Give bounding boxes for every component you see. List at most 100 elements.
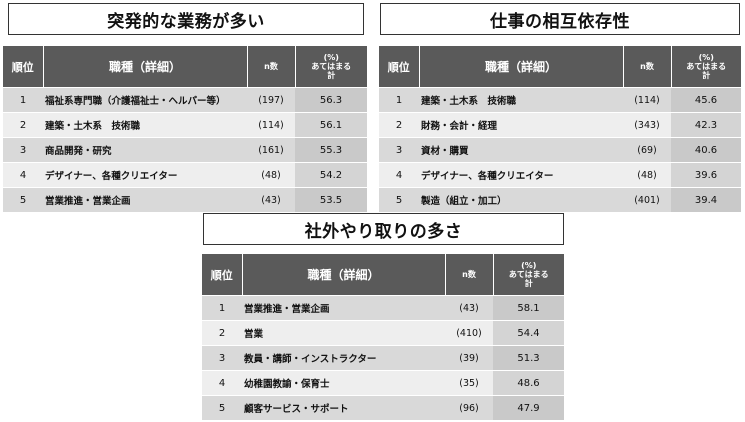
table-row: 3 資材・購買 (69) 40.6	[379, 137, 741, 163]
job-cell: 商品開発・研究	[43, 137, 247, 163]
rank-cell: 4	[202, 370, 242, 396]
rank-cell: 3	[379, 137, 419, 163]
header-pct-total: 計	[327, 71, 336, 80]
pct-cell: 39.4	[671, 187, 741, 213]
n-cell: (43)	[247, 187, 295, 213]
rank-cell: 1	[202, 295, 242, 321]
n-cell: (343)	[623, 112, 671, 138]
job-cell: 財務・会計・経理	[419, 112, 623, 138]
table-row: 3 商品開発・研究 (161) 55.3	[3, 137, 367, 163]
header-n: n数	[445, 254, 494, 296]
job-cell: 営業推進・営業企画	[242, 295, 445, 321]
rank-cell: 3	[202, 345, 242, 371]
pct-cell: 56.1	[295, 112, 367, 138]
header-pct-unit: (%)	[521, 261, 537, 270]
header-pct-label: あてはまる	[686, 62, 727, 71]
header-rank: 順位	[379, 46, 420, 88]
pct-cell: 55.3	[295, 137, 367, 163]
header-job: 職種（詳細）	[242, 254, 446, 296]
n-cell: (35)	[445, 370, 493, 396]
job-cell: 顧客サービス・サポート	[242, 395, 445, 421]
table-row: 3 教員・講師・インストラクター (39) 51.3	[202, 345, 564, 371]
n-cell: (48)	[247, 162, 295, 188]
rank-cell: 5	[379, 187, 419, 213]
rank-cell: 2	[202, 320, 242, 346]
header-pct-unit: (%)	[698, 53, 714, 62]
n-cell: (161)	[247, 137, 295, 163]
n-cell: (410)	[445, 320, 493, 346]
table-row: 4 デザイナー、各種クリエイター (48) 54.2	[3, 162, 367, 188]
job-cell: 営業推進・営業企画	[43, 187, 247, 213]
header-job: 職種（詳細）	[419, 46, 624, 88]
pct-cell: 40.6	[671, 137, 741, 163]
rank-cell: 5	[3, 187, 43, 213]
header-pct: (%) あてはまる 計	[671, 46, 741, 88]
n-cell: (401)	[623, 187, 671, 213]
rank-cell: 3	[3, 137, 43, 163]
table-row: 4 幼稚園教諭・保育士 (35) 48.6	[202, 370, 564, 396]
table-row: 4 デザイナー、各種クリエイター (48) 39.6	[379, 162, 741, 188]
table-row: 1 福祉系専門職（介護福祉士・ヘルパー等） (197) 56.3	[3, 87, 367, 113]
table-row: 2 財務・会計・経理 (343) 42.3	[379, 112, 741, 138]
job-cell: 福祉系専門職（介護福祉士・ヘルパー等）	[43, 87, 247, 113]
pct-cell: 51.3	[493, 345, 564, 371]
pct-cell: 54.2	[295, 162, 367, 188]
header-rank: 順位	[3, 46, 44, 88]
pct-cell: 47.9	[493, 395, 564, 421]
rank-cell: 4	[3, 162, 43, 188]
table-row: 5 顧客サービス・サポート (96) 47.9	[202, 395, 564, 421]
job-cell: 建築・土木系 技術職	[43, 112, 247, 138]
pct-cell: 53.5	[295, 187, 367, 213]
table-header-row: 順位 職種（詳細） n数 (%) あてはまる 計	[202, 254, 564, 296]
pct-cell: 39.6	[671, 162, 741, 188]
header-pct-total: 計	[524, 279, 533, 288]
pct-cell: 54.4	[493, 320, 564, 346]
job-cell: 営業	[242, 320, 445, 346]
header-pct: (%) あてはまる 計	[295, 46, 367, 88]
n-cell: (48)	[623, 162, 671, 188]
job-cell: 建築・土木系 技術職	[419, 87, 623, 113]
job-cell: 幼稚園教諭・保育士	[242, 370, 445, 396]
header-pct: (%) あてはまる 計	[493, 254, 564, 296]
header-job: 職種（詳細）	[43, 46, 248, 88]
pct-cell: 56.3	[295, 87, 367, 113]
header-n: n数	[623, 46, 672, 88]
rank-cell: 5	[202, 395, 242, 421]
rank-cell: 4	[379, 162, 419, 188]
pct-cell: 42.3	[671, 112, 741, 138]
job-cell: デザイナー、各種クリエイター	[419, 162, 623, 188]
n-cell: (197)	[247, 87, 295, 113]
table-row: 5 製造（組立・加工） (401) 39.4	[379, 187, 741, 213]
header-pct-total: 計	[702, 71, 711, 80]
table-row: 5 営業推進・営業企画 (43) 53.5	[3, 187, 367, 213]
pct-cell: 48.6	[493, 370, 564, 396]
panel-title: 社外やり取りの多さ	[203, 213, 564, 245]
job-cell: デザイナー、各種クリエイター	[43, 162, 247, 188]
job-cell: 資材・購買	[419, 137, 623, 163]
pct-cell: 45.6	[671, 87, 741, 113]
panel-title: 仕事の相互依存性	[380, 3, 740, 35]
header-pct-label: あてはまる	[508, 270, 549, 279]
table-row: 2 建築・土木系 技術職 (114) 56.1	[3, 112, 367, 138]
ranking-table: 順位 職種（詳細） n数 (%) あてはまる 計 1 建築・土木系 技術職 (1…	[379, 46, 741, 213]
table-row: 1 建築・土木系 技術職 (114) 45.6	[379, 87, 741, 113]
header-pct-label: あてはまる	[311, 62, 352, 71]
n-cell: (96)	[445, 395, 493, 421]
job-cell: 製造（組立・加工）	[419, 187, 623, 213]
header-rank: 順位	[202, 254, 243, 296]
table-row: 1 営業推進・営業企画 (43) 58.1	[202, 295, 564, 321]
n-cell: (114)	[623, 87, 671, 113]
ranking-table: 順位 職種（詳細） n数 (%) あてはまる 計 1 福祉系専門職（介護福祉士・…	[3, 46, 367, 213]
table-header-row: 順位 職種（詳細） n数 (%) あてはまる 計	[3, 46, 367, 88]
rank-cell: 1	[379, 87, 419, 113]
panel-title: 突発的な業務が多い	[8, 3, 364, 35]
table-header-row: 順位 職種（詳細） n数 (%) あてはまる 計	[379, 46, 741, 88]
n-cell: (39)	[445, 345, 493, 371]
header-pct-unit: (%)	[323, 53, 339, 62]
rank-cell: 2	[379, 112, 419, 138]
job-cell: 教員・講師・インストラクター	[242, 345, 445, 371]
ranking-table: 順位 職種（詳細） n数 (%) あてはまる 計 1 営業推進・営業企画 (43…	[202, 254, 564, 421]
n-cell: (69)	[623, 137, 671, 163]
rank-cell: 1	[3, 87, 43, 113]
n-cell: (114)	[247, 112, 295, 138]
